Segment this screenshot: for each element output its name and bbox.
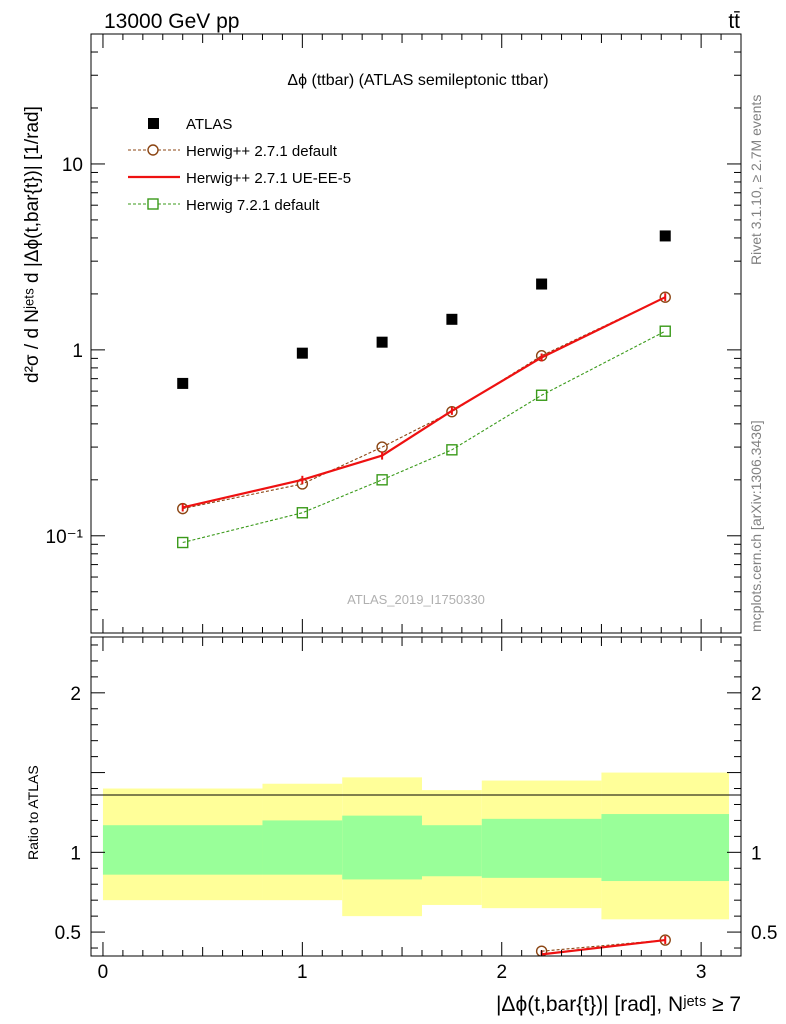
green-band-bin	[421, 825, 482, 877]
green-band-bin	[262, 820, 343, 875]
main-y-axis-label: d²σ / d Nʲᵉᵗˢ d |Δϕ(t,bar{t})| [1/rad]	[22, 106, 43, 383]
ratio-herwigpp-ueee5-line	[541, 938, 666, 956]
herwig7-default-line	[182, 330, 666, 544]
main-ticks: 10⁻¹ 1 10	[46, 33, 741, 634]
green-band-bin	[601, 814, 730, 882]
main-y-tick-label: 10⁻¹	[46, 527, 84, 548]
herwig7-default-point	[376, 474, 388, 486]
ratio-panel: 0 1 2 3 0.5 0.5 1 1 2 2 Ratio to ATLAS |Δϕ(t,bar{…	[25, 636, 777, 1016]
legend-label-herwig7-default: Herwig 7.2.1 default	[186, 197, 320, 214]
analysis-id-watermark: ATLAS_2019_I1750330	[347, 592, 485, 607]
main-frame	[90, 33, 742, 634]
atlas-point	[296, 347, 308, 359]
herwig7-default-point	[296, 507, 309, 519]
process-label: tt̄	[728, 10, 740, 33]
herwigpp-default-line	[182, 296, 666, 510]
herwigpp-default-point	[446, 405, 458, 418]
ratio-uncertainty-bands	[102, 772, 730, 920]
ratio-data-marks	[535, 934, 671, 956]
ratio-y-tick-label: 0.5	[55, 923, 81, 944]
ratio-herwigpp-default-line	[541, 939, 666, 952]
green-band-bin	[102, 825, 263, 875]
herwig7-default-point	[659, 325, 671, 337]
x-tick-label: 0	[98, 962, 109, 983]
ratio-y-axis-label: Ratio to ATLAS	[25, 765, 41, 860]
ratio-y-tick-label: 1	[70, 843, 81, 864]
herwig7-default-point	[177, 536, 189, 549]
legend-marker-herwigpp-default	[147, 144, 159, 156]
main-y-tick-label: 10	[62, 155, 83, 176]
green-band-bin	[481, 818, 602, 878]
herwigpp-default-point	[659, 291, 671, 303]
herwigpp-ueee5-line	[182, 296, 666, 509]
ratio-y-tick-label: 2	[70, 684, 81, 705]
ratio-y-tick-label-right: 2	[751, 684, 762, 705]
atlas-point	[177, 377, 189, 389]
main-data-marks	[177, 230, 671, 549]
main-y-tick-label: 1	[72, 341, 83, 362]
ratio-y-tick-label-right: 1	[751, 843, 762, 864]
legend-label-herwigpp-default: Herwig++ 2.7.1 default	[186, 143, 338, 160]
atlas-point	[536, 278, 548, 290]
x-tick-label: 3	[696, 962, 707, 983]
x-tick-label: 1	[297, 962, 308, 983]
x-axis-label: |Δϕ(t,bar{t})| [rad], Nʲᵉᵗˢ ≥ 7	[496, 993, 741, 1016]
ratio-ticks: 0 1 2 3 0.5 0.5 1 1 2 2	[55, 637, 777, 983]
ratio-frame	[90, 636, 742, 957]
herwig7-default-point	[535, 389, 548, 401]
main-panel: Δϕ (ttbar) (ATLAS semileptonic ttbar) AT…	[22, 33, 742, 634]
x-tick-label: 2	[496, 962, 507, 983]
legend-label-herwigpp-ueee5: Herwig++ 2.7.1 UE-EE-5	[186, 170, 351, 187]
atlas-point	[659, 230, 671, 242]
rivet-version-label: Rivet 3.1.10, ≥ 2.7M events	[748, 95, 764, 265]
legend-marker-atlas	[148, 118, 159, 129]
atlas-point	[376, 336, 388, 348]
herwig7-default-point	[446, 444, 458, 456]
legend: ATLAS Herwig++ 2.7.1 default Herwig++ 2.…	[128, 116, 351, 214]
main-plot-title: Δϕ (ttbar) (ATLAS semileptonic ttbar)	[287, 72, 548, 89]
atlas-point	[446, 313, 458, 325]
legend-label-atlas: ATLAS	[186, 116, 232, 133]
ratio-herwigpp-default-point	[535, 945, 548, 956]
mcplots-reference-label: mcplots.cern.ch [arXiv:1306.3436]	[748, 420, 764, 632]
legend-marker-herwig7-default	[147, 198, 159, 210]
collision-energy-label: 13000 GeV pp	[104, 10, 239, 33]
green-band-bin	[342, 815, 422, 880]
ratio-y-tick-label-right: 0.5	[751, 923, 777, 944]
